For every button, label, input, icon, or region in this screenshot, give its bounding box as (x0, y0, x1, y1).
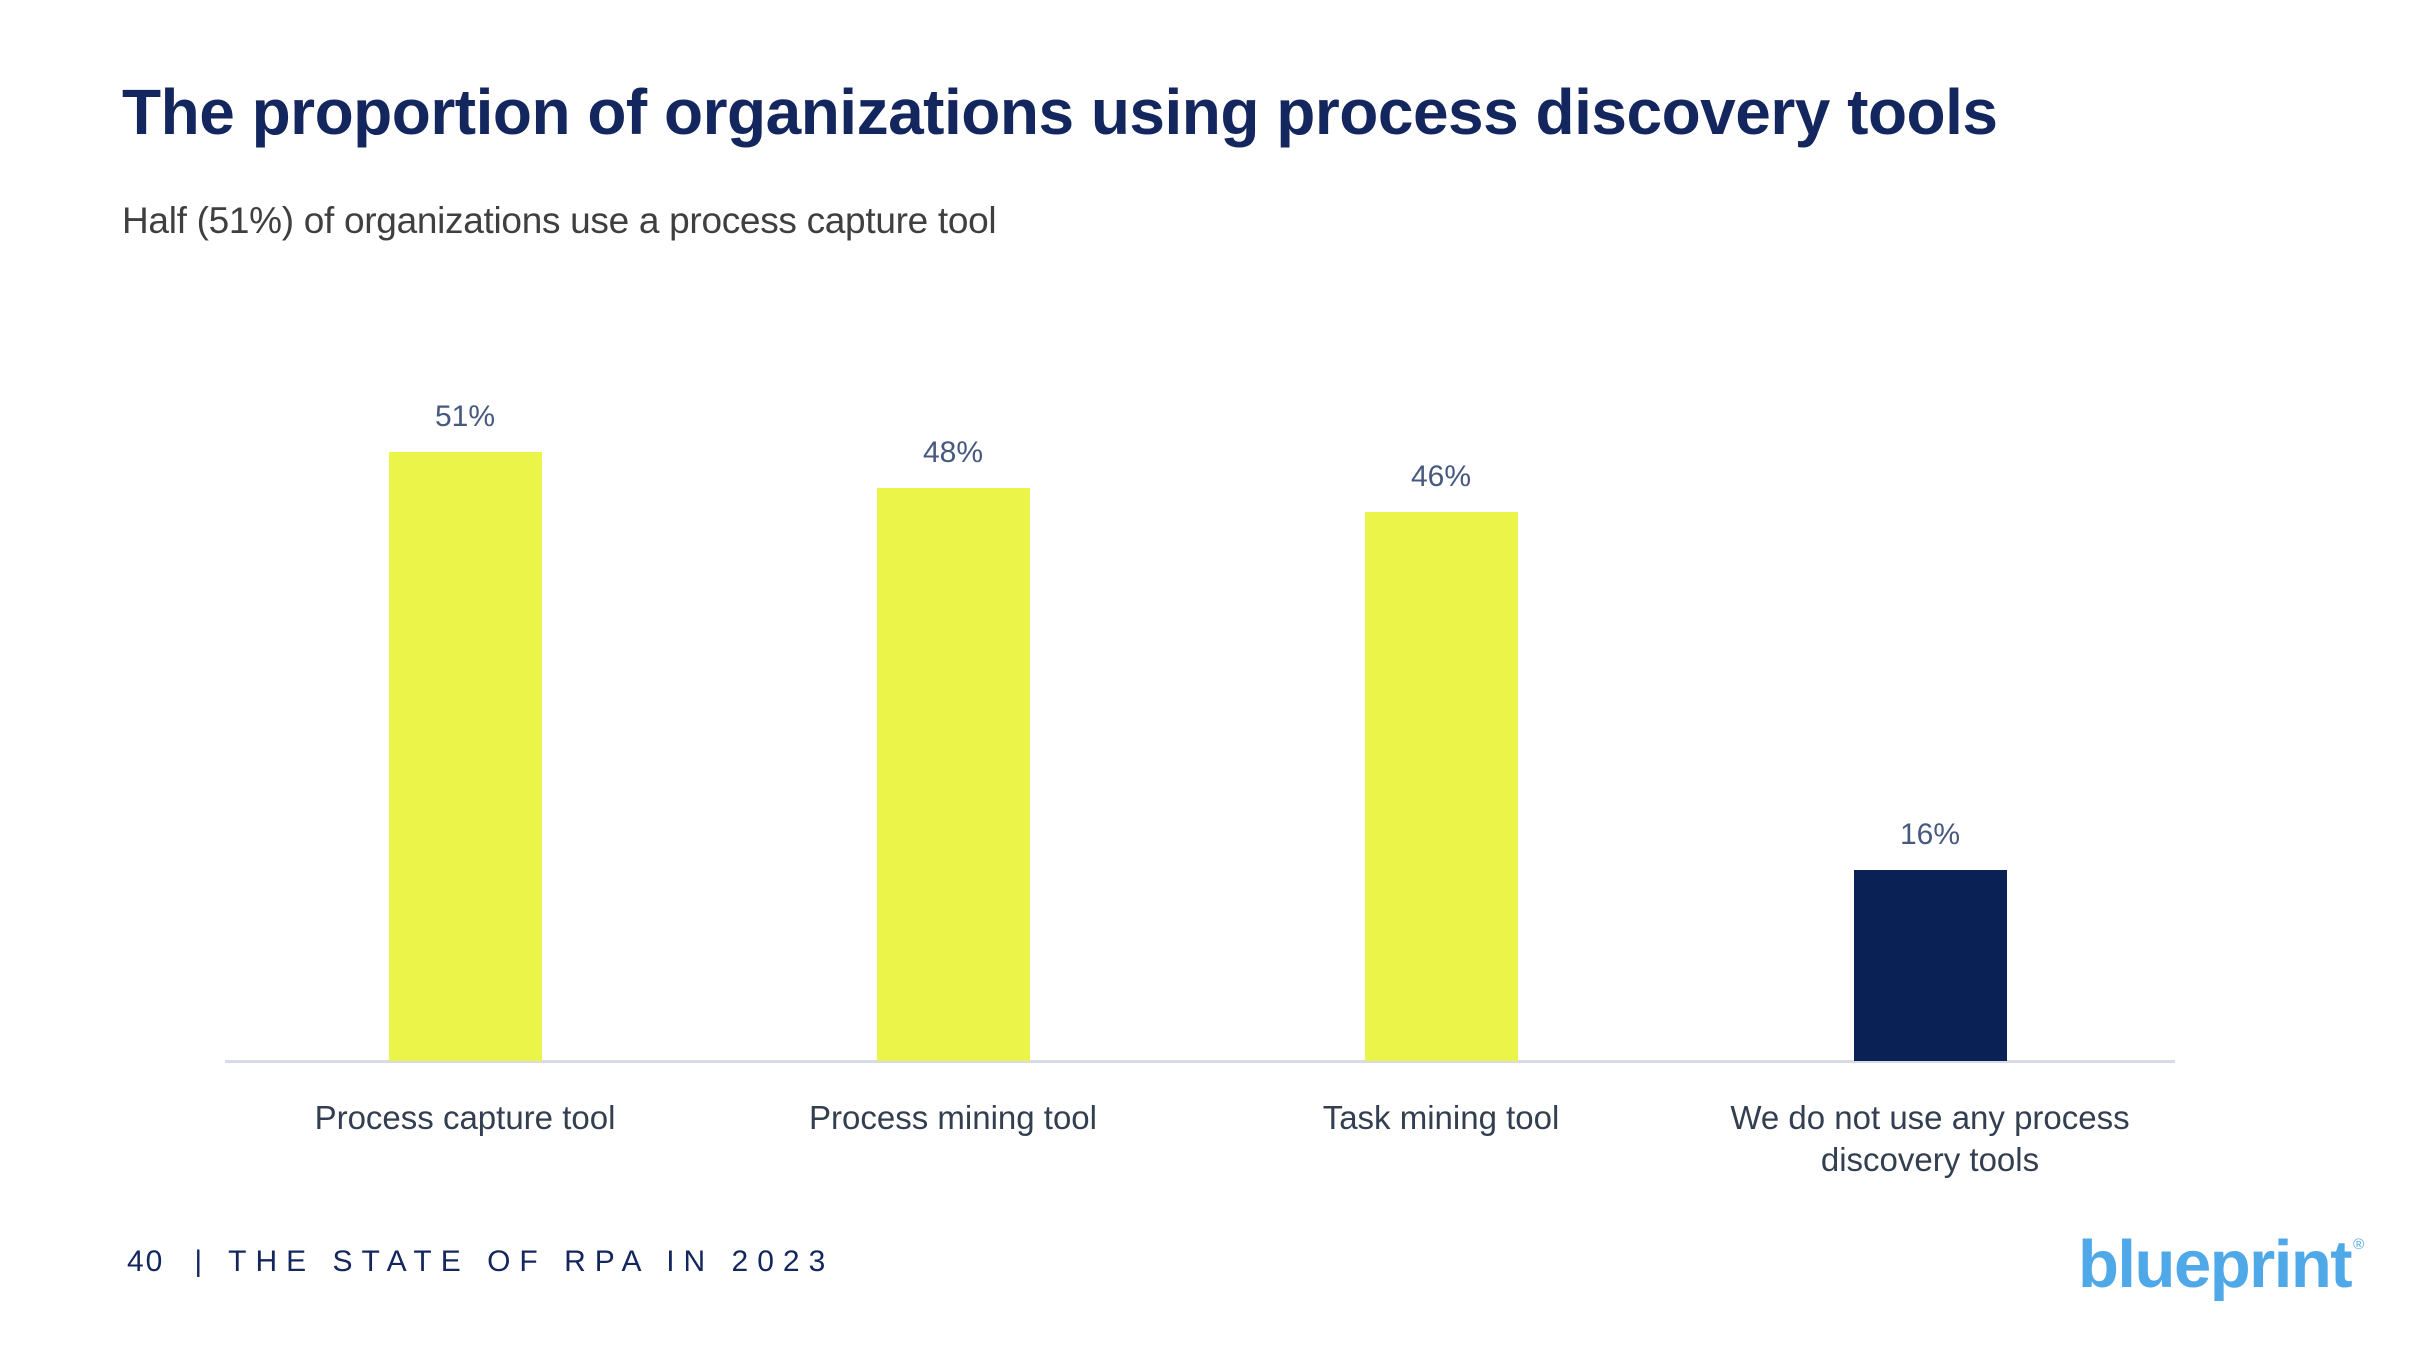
bar-2 (877, 488, 1030, 1061)
report-title: THE STATE OF RPA IN 2023 (228, 1245, 835, 1278)
category-label-4: We do not use any process discovery tool… (1730, 1099, 2130, 1178)
page-title: The proportion of organizations using pr… (122, 76, 1998, 148)
value-label-3: 46% (1410, 460, 1472, 493)
blueprint-logo-text: blueprint (2078, 1227, 2353, 1302)
bar-3 (1365, 512, 1518, 1061)
footer-separator: | (194, 1245, 203, 1278)
x-axis-line (225, 1060, 2175, 1063)
value-label-1: 51% (434, 400, 496, 433)
registered-mark: ® (2353, 1236, 2365, 1253)
category-label-1: Process capture tool (314, 1099, 616, 1136)
bar-4 (1854, 870, 2007, 1061)
page-subtitle: Half (51%) of organizations use a proces… (122, 200, 997, 241)
page-number: 40 (127, 1245, 165, 1278)
category-label-3: Task mining tool (1322, 1099, 1560, 1136)
bar-1 (389, 452, 542, 1061)
footer: 40 | THE STATE OF RPA IN 2023 (127, 1245, 834, 1279)
value-label-4: 16% (1899, 818, 1961, 851)
value-label-2: 48% (922, 436, 984, 469)
blueprint-logo: blueprint ® (2078, 1226, 2364, 1303)
category-label-2: Process mining tool (809, 1099, 1097, 1136)
